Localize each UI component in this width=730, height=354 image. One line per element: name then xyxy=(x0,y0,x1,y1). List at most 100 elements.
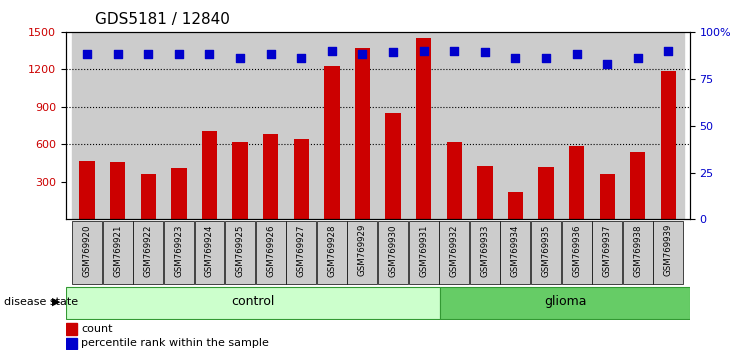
FancyBboxPatch shape xyxy=(378,221,408,284)
Text: GSM769920: GSM769920 xyxy=(82,224,92,276)
FancyBboxPatch shape xyxy=(194,221,225,284)
Text: GSM769937: GSM769937 xyxy=(603,224,612,276)
FancyBboxPatch shape xyxy=(317,221,347,284)
Point xyxy=(510,55,521,61)
FancyBboxPatch shape xyxy=(255,221,285,284)
Bar xyxy=(469,32,500,219)
Point xyxy=(142,52,154,57)
Bar xyxy=(500,32,531,219)
Point xyxy=(204,52,215,57)
Bar xyxy=(72,32,102,219)
Text: GSM769923: GSM769923 xyxy=(174,224,183,276)
Bar xyxy=(378,32,408,219)
Text: GSM769935: GSM769935 xyxy=(542,224,550,276)
Bar xyxy=(141,175,156,219)
Bar xyxy=(439,32,469,219)
Bar xyxy=(202,131,217,219)
Point xyxy=(265,52,277,57)
Text: GSM769921: GSM769921 xyxy=(113,224,122,276)
Point xyxy=(418,48,429,53)
Bar xyxy=(133,32,164,219)
Bar xyxy=(110,162,126,219)
Bar xyxy=(66,324,77,335)
Point xyxy=(387,50,399,55)
Bar xyxy=(661,71,676,219)
FancyBboxPatch shape xyxy=(66,287,440,319)
FancyBboxPatch shape xyxy=(225,221,255,284)
Bar xyxy=(66,337,77,349)
Bar xyxy=(194,32,225,219)
Bar xyxy=(408,32,439,219)
FancyBboxPatch shape xyxy=(623,221,653,284)
Bar xyxy=(508,192,523,219)
Text: control: control xyxy=(231,296,274,308)
Bar xyxy=(263,135,278,219)
Point xyxy=(448,48,460,53)
Text: GSM769924: GSM769924 xyxy=(205,224,214,276)
Bar xyxy=(164,32,194,219)
Bar xyxy=(293,139,309,219)
Text: GSM769938: GSM769938 xyxy=(634,224,642,276)
FancyBboxPatch shape xyxy=(134,221,164,284)
Bar xyxy=(539,167,553,219)
Text: disease state: disease state xyxy=(4,297,78,307)
Bar xyxy=(592,32,623,219)
FancyBboxPatch shape xyxy=(72,221,102,284)
Text: GSM769929: GSM769929 xyxy=(358,224,367,276)
Point xyxy=(540,55,552,61)
FancyBboxPatch shape xyxy=(103,221,133,284)
FancyBboxPatch shape xyxy=(440,287,690,319)
Bar xyxy=(416,38,431,219)
Text: count: count xyxy=(82,324,113,334)
FancyBboxPatch shape xyxy=(439,221,469,284)
Point xyxy=(602,61,613,67)
Point xyxy=(173,52,185,57)
Text: GSM769927: GSM769927 xyxy=(297,224,306,276)
Point xyxy=(479,50,491,55)
Text: glioma: glioma xyxy=(544,296,586,308)
Bar xyxy=(630,152,645,219)
Point xyxy=(663,48,675,53)
FancyBboxPatch shape xyxy=(592,221,622,284)
Bar xyxy=(172,167,187,219)
Point xyxy=(81,52,93,57)
Bar xyxy=(531,32,561,219)
Bar xyxy=(232,142,247,219)
Bar xyxy=(102,32,133,219)
Bar xyxy=(477,166,493,219)
Bar xyxy=(385,113,401,219)
Bar xyxy=(599,175,615,219)
Bar xyxy=(347,32,378,219)
Text: GSM769931: GSM769931 xyxy=(419,224,429,276)
Text: GSM769933: GSM769933 xyxy=(480,224,489,276)
Text: ▶: ▶ xyxy=(52,297,61,307)
FancyBboxPatch shape xyxy=(409,221,439,284)
Point xyxy=(632,55,644,61)
Text: percentile rank within the sample: percentile rank within the sample xyxy=(82,338,269,348)
Point xyxy=(571,52,583,57)
Text: GSM769934: GSM769934 xyxy=(511,224,520,276)
FancyBboxPatch shape xyxy=(501,221,531,284)
Bar xyxy=(569,146,584,219)
Bar xyxy=(447,142,462,219)
Bar xyxy=(255,32,286,219)
Bar xyxy=(225,32,256,219)
Text: GSM769926: GSM769926 xyxy=(266,224,275,276)
Bar xyxy=(653,32,684,219)
Text: GSM769932: GSM769932 xyxy=(450,224,458,276)
Point xyxy=(112,52,123,57)
Text: GSM769925: GSM769925 xyxy=(236,224,245,276)
Point xyxy=(357,52,369,57)
Bar xyxy=(286,32,317,219)
Text: GSM769930: GSM769930 xyxy=(388,224,398,276)
Text: GSM769928: GSM769928 xyxy=(327,224,337,276)
Text: GSM769922: GSM769922 xyxy=(144,224,153,276)
Text: GDS5181 / 12840: GDS5181 / 12840 xyxy=(95,12,230,27)
FancyBboxPatch shape xyxy=(347,221,377,284)
FancyBboxPatch shape xyxy=(286,221,316,284)
FancyBboxPatch shape xyxy=(470,221,500,284)
Point xyxy=(326,48,338,53)
Bar xyxy=(355,48,370,219)
Bar xyxy=(561,32,592,219)
Bar xyxy=(324,65,339,219)
